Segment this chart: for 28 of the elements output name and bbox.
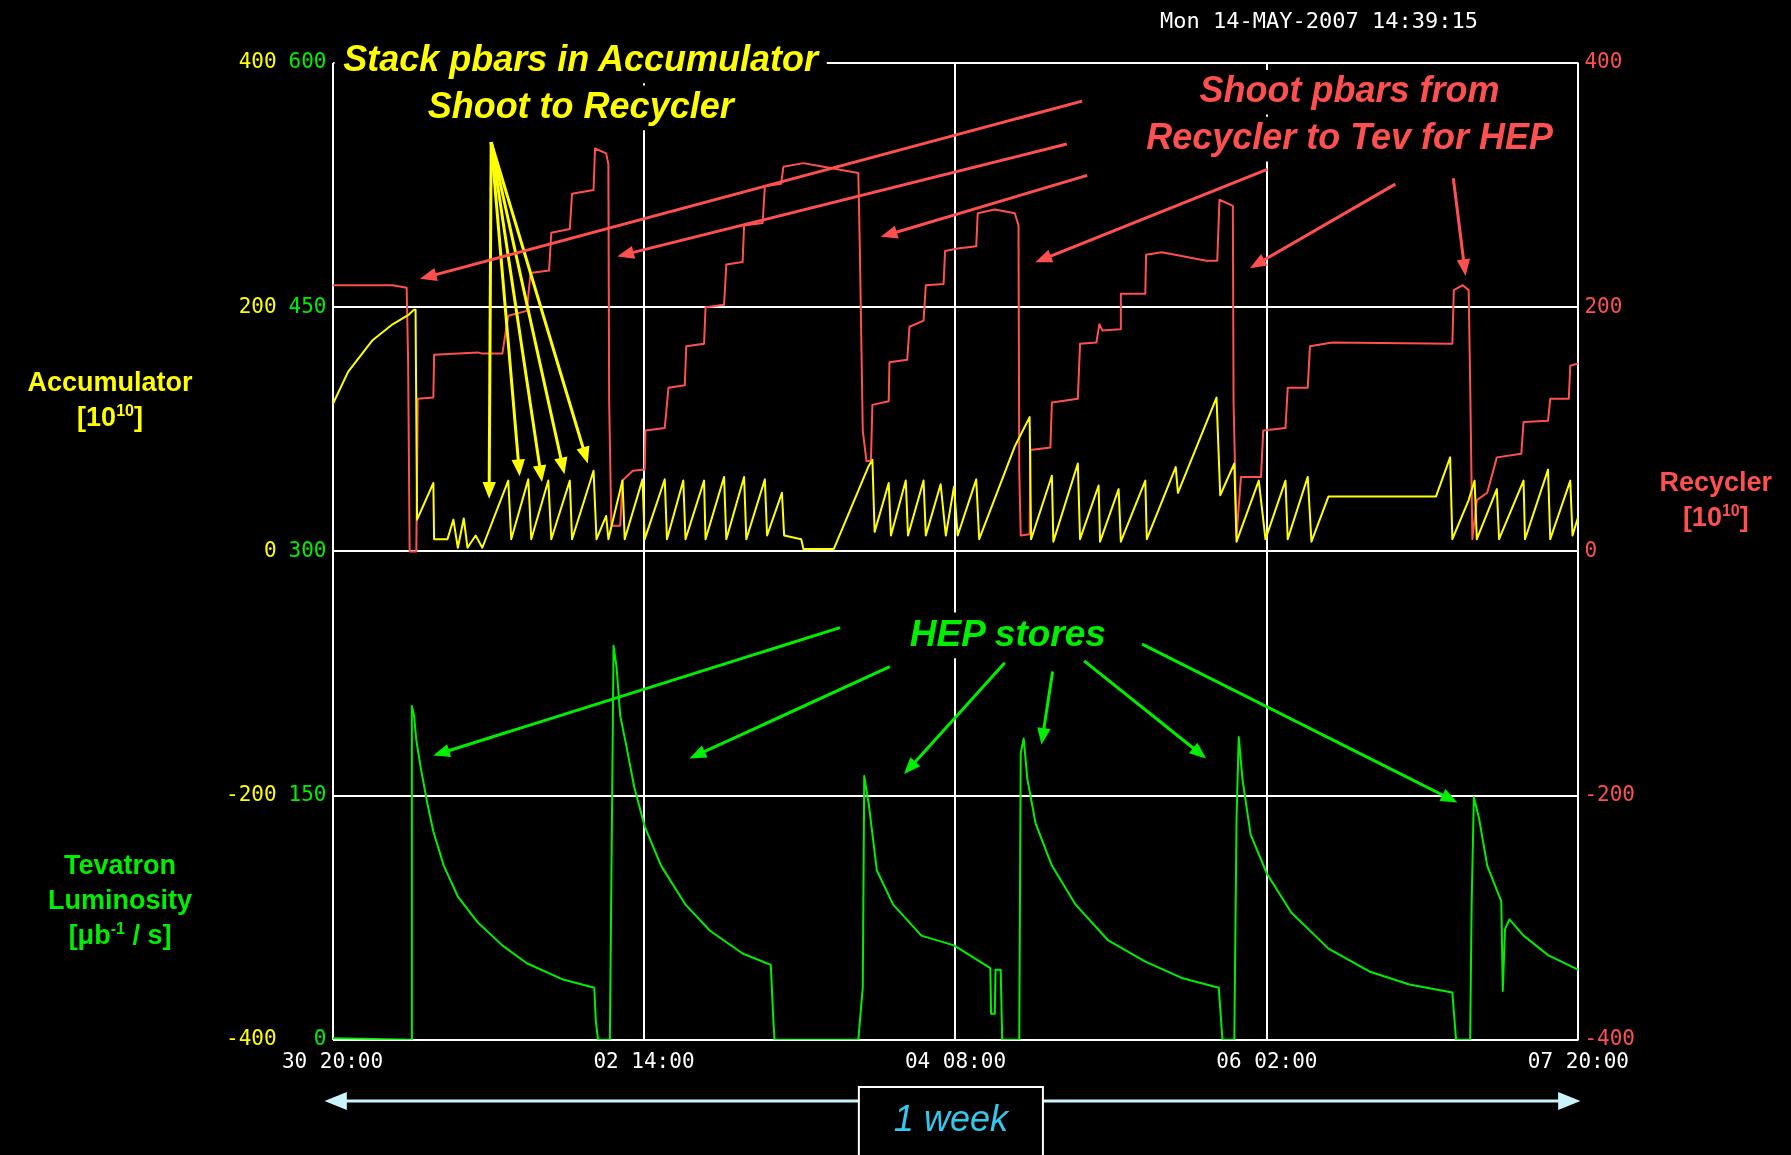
y-tick-label: -200: [225, 782, 277, 807]
x-tick-label: 04 08:00: [904, 1048, 1007, 1073]
y3-tick-label: 450: [288, 293, 327, 318]
y-tick-label: 0: [263, 537, 277, 562]
y-tick-label: -400: [225, 1026, 277, 1051]
x-tick-label: 06 02:00: [1216, 1048, 1318, 1073]
y-tick-label: 400: [238, 49, 277, 74]
x-tick-label: 30 20:00: [281, 1048, 384, 1073]
y2-tick-label: -200: [1584, 782, 1636, 807]
y3-axis-title: Tevatron Luminosity [μb$^{-1}$ / s]: [48, 848, 193, 952]
y2-tick-label: 0: [1584, 537, 1598, 562]
y3-tick-label: 0: [313, 1026, 327, 1051]
x-tick-label: 02 14:00: [593, 1048, 695, 1073]
annotation: HEP stores: [909, 612, 1106, 654]
annotation: Stack pbars in Accumulator Shoot to Recycler: [343, 37, 821, 126]
annotation: Shoot pbars from Recycler to Tev for HEP: [1146, 69, 1554, 158]
y-axis-title: Accumulator [10$^{10}$]: [27, 366, 193, 435]
y3-tick-label: 600: [288, 49, 327, 74]
y2-tick-label: -400: [1584, 1026, 1636, 1051]
y2-tick-label: 200: [1584, 293, 1623, 318]
x-tick-label: 07 20:00: [1527, 1048, 1630, 1073]
y3-tick-label: 300: [288, 537, 327, 562]
chart-title: Mon 14-MAY-2007 14:39:15: [1160, 8, 1478, 33]
y2-axis-title: Recycler [10$^{10}$]: [1659, 466, 1773, 535]
text: 1 week: [893, 1098, 1010, 1140]
y-tick-label: 200: [238, 293, 277, 318]
y3-tick-label: 150: [288, 782, 327, 807]
y2-tick-label: 400: [1584, 49, 1623, 74]
